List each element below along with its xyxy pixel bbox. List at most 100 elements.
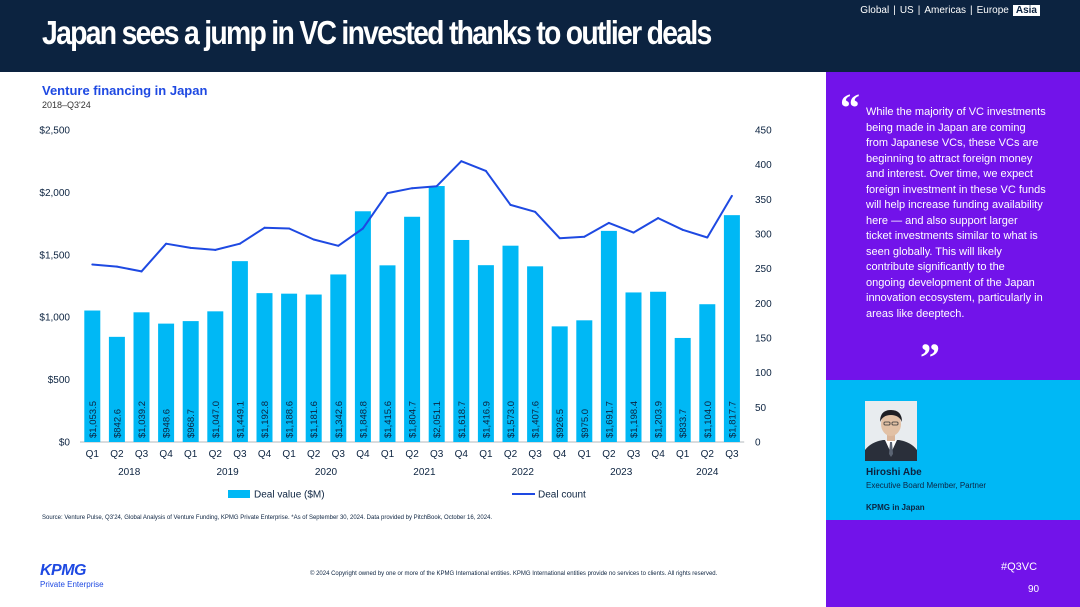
region-link-asia[interactable]: Asia xyxy=(1012,5,1040,16)
region-link-europe[interactable]: Europe xyxy=(976,5,1009,16)
x-tick-label: Q2 xyxy=(504,449,518,460)
quote-text: While the majority of VC investments bei… xyxy=(866,106,1046,320)
bar-deal-value xyxy=(477,265,494,442)
x-tick-label: Q4 xyxy=(258,449,272,460)
x-tick-label: Q4 xyxy=(553,449,567,460)
region-separator: | xyxy=(970,5,973,16)
bar-data-label: $833.7 xyxy=(678,409,689,438)
deal-count-point xyxy=(337,244,340,247)
y-right-tick-label: 50 xyxy=(755,403,767,414)
bar-data-label: $1,573.0 xyxy=(506,401,517,438)
region-link-americas[interactable]: Americas xyxy=(924,5,967,16)
bar-data-label: $1,181.6 xyxy=(309,401,320,438)
bar-deal-value xyxy=(231,261,248,442)
source-note: Source: Venture Pulse, Q3'24, Global Ana… xyxy=(42,515,493,521)
bar-data-label: $1,691.7 xyxy=(604,401,615,438)
deal-count-point xyxy=(115,265,118,268)
bar-data-label: $1,188.6 xyxy=(285,401,296,438)
bar-deal-value xyxy=(551,326,568,442)
deal-count-point xyxy=(288,227,291,230)
year-label: 2021 xyxy=(413,467,436,478)
hashtag: #Q3VC xyxy=(1001,561,1038,573)
y-right-tick-label: 300 xyxy=(755,230,772,241)
year-label: 2020 xyxy=(315,467,338,478)
bar-data-label: $1,198.4 xyxy=(629,401,640,438)
bar-deal-value xyxy=(354,211,371,442)
legend-label-deal-value: Deal value ($M) xyxy=(254,490,325,501)
deal-count-point xyxy=(730,194,733,197)
deal-count-point xyxy=(460,160,463,163)
bar-deal-value xyxy=(158,323,175,442)
x-tick-label: Q2 xyxy=(405,449,419,460)
deal-count-point xyxy=(91,263,94,266)
deal-count-point xyxy=(534,210,537,213)
bar-data-label: $1,047.0 xyxy=(211,401,222,438)
author-name: Hiroshi Abe xyxy=(866,467,922,478)
year-label: 2019 xyxy=(216,467,239,478)
x-tick-label: Q1 xyxy=(282,449,296,460)
bar-data-label: $1,039.2 xyxy=(137,401,148,438)
bar-deal-value xyxy=(674,337,691,442)
bar-deal-value xyxy=(650,291,667,442)
x-tick-label: Q2 xyxy=(307,449,321,460)
bar-data-label: $1,104.0 xyxy=(703,401,714,438)
bar-deal-value xyxy=(108,336,125,442)
x-tick-label: Q1 xyxy=(86,449,100,460)
bar-deal-value xyxy=(330,274,347,442)
deal-count-point xyxy=(509,203,512,206)
year-label: 2023 xyxy=(610,467,633,478)
deal-count-point xyxy=(558,237,561,240)
x-tick-label: Q3 xyxy=(135,449,149,460)
x-tick-label: Q3 xyxy=(332,449,346,460)
x-tick-label: Q1 xyxy=(676,449,690,460)
bar-deal-value xyxy=(133,312,150,442)
x-tick-label: Q4 xyxy=(455,449,469,460)
author-role: Executive Board Member, Partner xyxy=(866,481,987,490)
x-tick-label: Q3 xyxy=(528,449,542,460)
bar-data-label: $1,848.8 xyxy=(358,401,369,438)
deal-count-point xyxy=(386,192,389,195)
x-tick-label: Q2 xyxy=(701,449,715,460)
deal-count-point xyxy=(214,248,217,251)
x-tick-label: Q3 xyxy=(725,449,739,460)
bar-deal-value xyxy=(428,186,445,442)
bar-deal-value xyxy=(305,294,322,442)
kpmg-logo[interactable]: KPMG Private Enterprise xyxy=(40,563,104,590)
x-tick-label: Q1 xyxy=(184,449,198,460)
deal-count-point xyxy=(411,187,414,190)
deal-count-point xyxy=(312,238,315,241)
y-left-tick-label: $2,000 xyxy=(39,188,70,199)
region-separator: | xyxy=(917,5,921,16)
bar-data-label: $926.5 xyxy=(555,409,566,438)
x-tick-label: Q2 xyxy=(110,449,124,460)
bar-deal-value xyxy=(600,230,617,442)
region-nav: Global | US | Americas | Europe Asia xyxy=(860,5,1040,16)
x-tick-label: Q2 xyxy=(209,449,223,460)
logo-subtitle: Private Enterprise xyxy=(40,580,104,589)
bar-data-label: $1,192.8 xyxy=(260,401,271,438)
bar-deal-value xyxy=(379,265,396,442)
y-left-tick-label: $1,000 xyxy=(39,313,70,324)
y-right-tick-label: 100 xyxy=(755,368,772,379)
deal-count-point xyxy=(681,228,684,231)
bar-deal-value xyxy=(527,266,544,442)
bar-deal-value xyxy=(207,311,224,442)
bar-data-label: $948.6 xyxy=(162,409,173,438)
bar-data-label: $2,051.1 xyxy=(432,401,443,438)
page-title: Japan sees a jump in VC invested thanks … xyxy=(42,14,712,51)
region-separator: | xyxy=(893,5,896,16)
header-bar: Japan sees a jump in VC invested thanks … xyxy=(0,0,1080,72)
bar-data-label: $1,203.9 xyxy=(654,401,665,438)
deal-count-point xyxy=(632,231,635,234)
y-left-tick-label: $0 xyxy=(59,438,71,449)
y-left-tick-label: $2,500 xyxy=(39,126,70,137)
author-photo xyxy=(865,401,917,461)
deal-count-point xyxy=(583,235,586,238)
bar-data-label: $1,342.6 xyxy=(334,401,345,438)
x-tick-label: Q1 xyxy=(381,449,395,460)
region-link-global[interactable]: Global xyxy=(860,5,890,16)
x-tick-label: Q3 xyxy=(430,449,444,460)
region-link-us[interactable]: US xyxy=(899,5,914,16)
bar-data-label: $968.7 xyxy=(186,409,197,438)
y-left-tick-label: $1,500 xyxy=(39,250,70,261)
